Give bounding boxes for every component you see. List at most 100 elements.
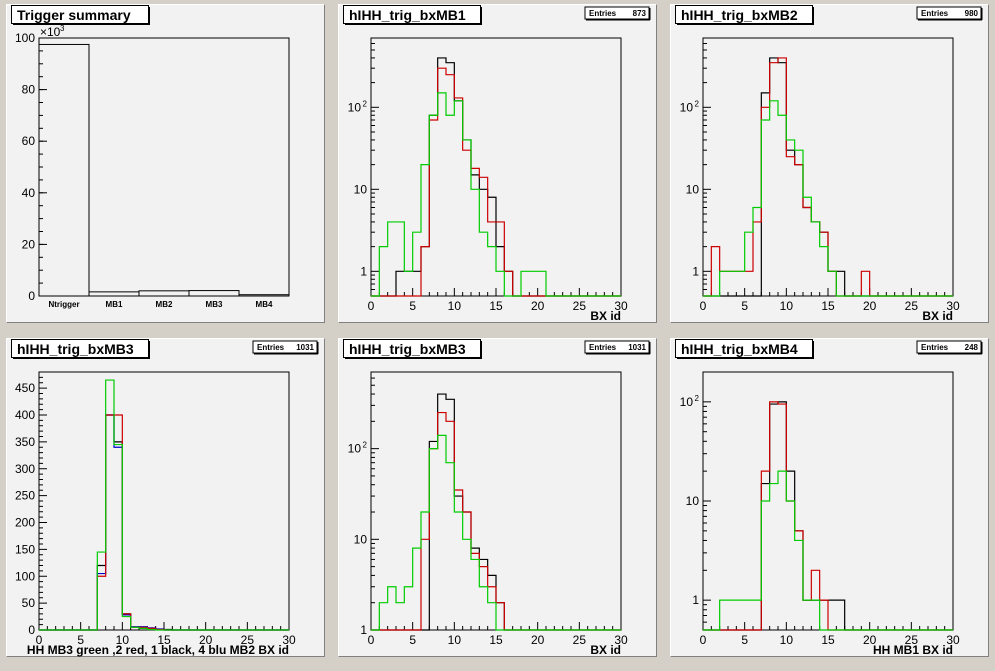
stats-entries-label: Entries <box>589 343 617 352</box>
y-tick-label: 400 <box>15 408 35 422</box>
x-tick-label: 0 <box>368 633 375 647</box>
x-tick-label: 20 <box>531 299 545 313</box>
y-tick-exponent: 2 <box>695 394 700 403</box>
x-tick-label: 0 <box>368 299 375 313</box>
y-tick-label: 150 <box>15 542 35 556</box>
x-axis-title: HH MB3 green ,2 red, 1 black, 4 blu MB2 … <box>27 643 289 657</box>
x-tick-label: 25 <box>573 633 587 647</box>
pad-trigger-summary: Ntrigger MB1 MB2 MB3 MB4 0 20 40 60 80 100 ×10 3 Trig… <box>6 4 325 323</box>
x-tick-label: 10 <box>116 633 130 647</box>
exponent-label: ×10 <box>40 25 61 39</box>
x-tick-label: 0 <box>700 299 707 313</box>
stats-box <box>584 6 650 20</box>
x-tick-label: 30 <box>946 299 960 313</box>
x-tick-label: 20 <box>863 299 877 313</box>
title-box <box>343 5 481 24</box>
pad-frame <box>6 338 325 657</box>
chart-title: hIHH_trig_bxMB1 <box>349 7 466 23</box>
stats-entries-value: 873 <box>633 9 647 18</box>
y-tick-label: 1 <box>360 264 367 278</box>
x-tick-label: 15 <box>157 633 171 647</box>
x-tick-label: 5 <box>409 633 416 647</box>
x-tick-label: 20 <box>863 633 877 647</box>
chart-title: Trigger summary <box>17 7 131 23</box>
y-tick-label: 80 <box>22 83 36 97</box>
pad-bxmb3-log: 0 5 10 15 20 25 30 1 10 10 2 BX id Entries 1031 hIHH_t… <box>338 338 657 657</box>
x-tick-label: 5 <box>741 633 748 647</box>
stats-box <box>252 340 318 354</box>
x-tick-label: 5 <box>741 299 748 313</box>
x-axis-title: BX id <box>590 309 621 323</box>
pad-bxmb3-linear: 0 5 10 15 20 25 30 0 50 100 150 200 250 300 350 400 450 H… <box>6 338 325 657</box>
category-label: MB1 <box>106 300 123 309</box>
x-tick-label: 15 <box>489 633 503 647</box>
x-tick-label: 15 <box>821 633 835 647</box>
chart-title: hIHH_trig_bxMB4 <box>681 341 798 357</box>
y-tick-label: 1 <box>692 593 699 607</box>
title-box <box>11 339 149 358</box>
title-box <box>343 339 481 358</box>
y-tick-label: 0 <box>28 623 35 637</box>
pad-frame <box>670 338 989 657</box>
x-axis-title: HH MB1 BX id <box>873 643 953 657</box>
exponent-power: 3 <box>60 24 65 33</box>
series-green <box>703 470 953 631</box>
y-tick-label: 1 <box>360 623 367 637</box>
y-tick-exponent: 2 <box>695 99 700 108</box>
series-green <box>371 92 621 297</box>
stats-entries-label: Entries <box>589 9 617 18</box>
category-label: MB3 <box>206 300 223 309</box>
y-tick-label: 10 <box>680 395 694 409</box>
stats-box <box>916 6 982 20</box>
category-label: Ntrigger <box>48 300 79 309</box>
y-tick-label: 10 <box>686 494 700 508</box>
title-box <box>675 339 813 358</box>
chart-svg: Ntrigger MB1 MB2 MB3 MB4 0 20 40 60 80 100 ×10 3Trig… <box>6 4 325 323</box>
x-tick-label: 25 <box>905 299 919 313</box>
pad-frame <box>338 338 657 657</box>
y-tick-label: 450 <box>15 381 35 395</box>
pad-frame-shadow <box>6 338 325 657</box>
x-tick-label: 25 <box>573 299 587 313</box>
y-tick-label: 10 <box>354 532 368 546</box>
pad-frame-shadow <box>6 4 325 323</box>
y-tick-label: 50 <box>22 596 36 610</box>
x-tick-label: 30 <box>282 633 296 647</box>
x-axis-title: BX id <box>590 643 621 657</box>
category-label: MB2 <box>156 300 173 309</box>
x-tick-label: 10 <box>448 633 462 647</box>
x-tick-label: 15 <box>821 299 835 313</box>
x-tick-label: 10 <box>780 299 794 313</box>
y-tick-label: 350 <box>15 435 35 449</box>
stats-entries-label: Entries <box>921 9 949 18</box>
x-tick-label: 30 <box>614 299 628 313</box>
bar-mb4 <box>238 294 290 297</box>
x-tick-label: 10 <box>780 633 794 647</box>
title-box <box>11 5 149 24</box>
x-tick-label: 25 <box>905 633 919 647</box>
pad-frame <box>6 4 325 323</box>
pad-frame <box>670 4 989 323</box>
y-tick-label: 200 <box>15 516 35 530</box>
y-tick-label: 60 <box>22 134 36 148</box>
stats-entries-value: 980 <box>965 9 979 18</box>
category-label: MB4 <box>256 300 273 309</box>
y-tick-label: 40 <box>22 186 36 200</box>
y-tick-label: 10 <box>348 442 362 456</box>
chart-title: hIHH_trig_bxMB2 <box>681 7 798 23</box>
stats-box <box>916 340 982 354</box>
chart-title: hIHH_trig_bxMB3 <box>349 341 466 357</box>
x-tick-label: 5 <box>77 633 84 647</box>
stats-entries-label: Entries <box>921 343 949 352</box>
series-green <box>39 379 289 631</box>
x-tick-label: 25 <box>241 633 255 647</box>
bar-ntrigger <box>38 43 90 297</box>
y-tick-label: 250 <box>15 489 35 503</box>
y-tick-label: 1 <box>692 264 699 278</box>
chart-svg: 0 5 10 15 20 25 30050100150200250300350400450H… <box>6 338 325 657</box>
pad-bxmb4: 0 5 10 15 20 25 30 1 10 10 2 HH MB1 BX id Entries 248… <box>670 338 989 657</box>
y-tick-exponent: 2 <box>363 441 368 450</box>
x-axis-title: BX id <box>922 309 953 323</box>
